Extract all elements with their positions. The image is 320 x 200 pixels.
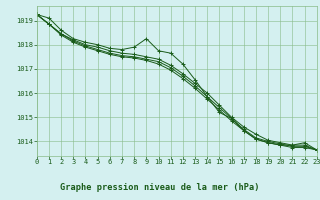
Text: Graphe pression niveau de la mer (hPa): Graphe pression niveau de la mer (hPa) [60, 183, 260, 192]
